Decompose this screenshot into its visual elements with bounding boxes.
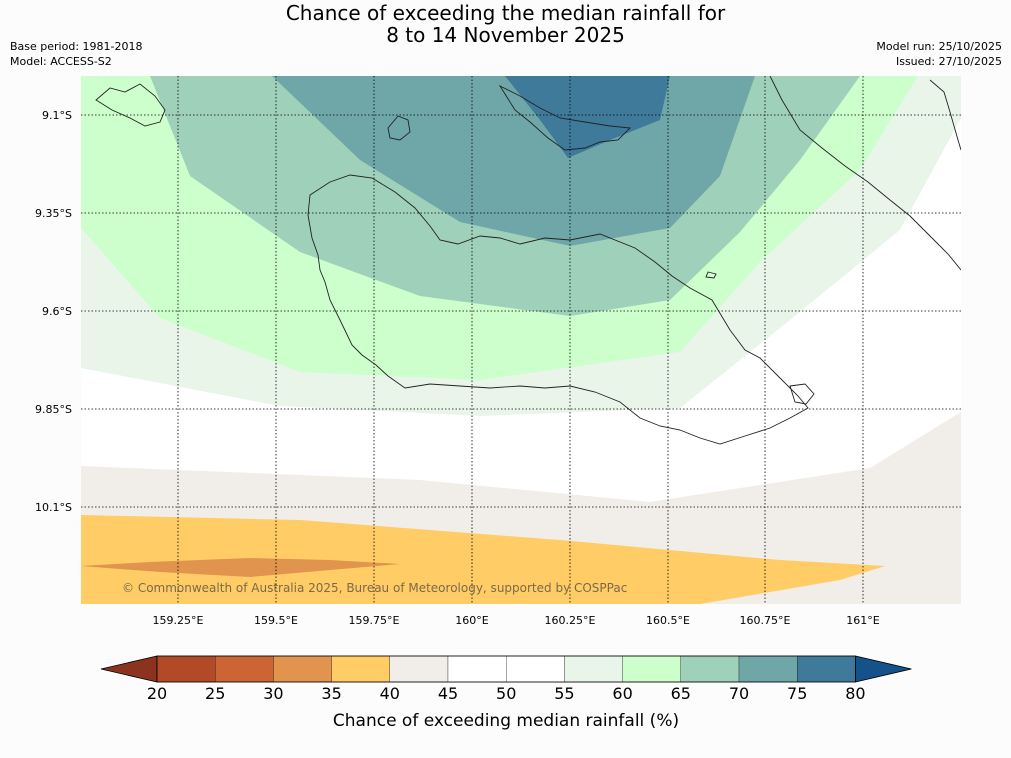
lat-label: 9.1°S bbox=[42, 109, 72, 122]
colorbar-tick-label: 55 bbox=[554, 684, 574, 703]
latitude-labels: 9.1°S 9.35°S 9.6°S 9.85°S 10.1°S bbox=[35, 109, 72, 514]
lon-label: 160.25°E bbox=[545, 614, 596, 627]
colorbar-segment bbox=[564, 655, 623, 683]
lat-label: 10.1°S bbox=[35, 501, 72, 514]
colorbar-segment bbox=[738, 655, 798, 683]
savo-island-icon bbox=[387, 115, 411, 141]
colorbar-tick-label: 80 bbox=[845, 684, 865, 703]
rainfall-probability-map: © Commonwealth of Australia 2025, Bureau… bbox=[81, 76, 961, 604]
colorbar-tick-label: 25 bbox=[205, 684, 225, 703]
lat-label: 9.35°S bbox=[35, 207, 72, 220]
base-period: Base period: 1981-2018 bbox=[10, 40, 143, 53]
lat-label: 9.85°S bbox=[35, 403, 72, 416]
guadalcanal-coast-icon bbox=[307, 174, 809, 445]
colorbar-segment bbox=[389, 655, 449, 683]
islet-icon bbox=[705, 271, 717, 279]
colorbar-tick-label: 60 bbox=[612, 684, 632, 703]
lon-label: 159.75°E bbox=[349, 614, 400, 627]
colorbar-segment bbox=[331, 655, 390, 683]
colorbar-tick-label: 40 bbox=[380, 684, 400, 703]
colorbar-tick-label: 45 bbox=[438, 684, 458, 703]
florida-islands-icon bbox=[498, 84, 631, 151]
band-30-35 bbox=[81, 558, 400, 577]
colorbar-segment bbox=[156, 655, 216, 683]
colorbar-segment bbox=[273, 655, 332, 683]
map-title-line2: 8 to 14 November 2025 bbox=[386, 23, 625, 47]
band-75-80 bbox=[505, 76, 670, 158]
colorbar-tick-label: 20 bbox=[147, 684, 167, 703]
colorbar-segment bbox=[215, 655, 274, 683]
colorbar-segment bbox=[506, 655, 565, 683]
model-run: Model run: 25/10/2025 bbox=[876, 40, 1002, 53]
colorbar-extend-high bbox=[855, 655, 912, 683]
colorbar-tick-label: 70 bbox=[729, 684, 749, 703]
colorbar-segment bbox=[680, 655, 740, 683]
malaita-coast-icon bbox=[769, 76, 961, 271]
colorbar-segment bbox=[447, 655, 507, 683]
lon-label: 160.5°E bbox=[646, 614, 690, 627]
colorbar-title: Chance of exceeding median rainfall (%) bbox=[333, 711, 679, 731]
lon-label: 159.5°E bbox=[254, 614, 298, 627]
malaita-north-icon bbox=[929, 79, 961, 151]
colorbar-tick-label: 30 bbox=[263, 684, 283, 703]
colorbar-tick-label: 65 bbox=[671, 684, 691, 703]
lon-label: 160.75°E bbox=[740, 614, 791, 627]
colorbar-tick-label: 50 bbox=[496, 684, 516, 703]
lon-label: 160°E bbox=[455, 614, 488, 627]
colorbar-tick-label: 75 bbox=[787, 684, 807, 703]
copyright-notice: © Commonwealth of Australia 2025, Bureau… bbox=[122, 581, 627, 595]
colorbar-tick-label: 35 bbox=[321, 684, 341, 703]
colorbar-segment bbox=[797, 655, 856, 683]
marau-island-icon bbox=[789, 383, 815, 405]
longitude-labels: 159.25°E 159.5°E 159.75°E 160°E 160.25°E… bbox=[153, 614, 880, 627]
lon-label: 159.25°E bbox=[153, 614, 204, 627]
graticule bbox=[81, 76, 961, 604]
band-35-40 bbox=[81, 515, 885, 604]
model-name: Model: ACCESS-S2 bbox=[10, 55, 112, 68]
colorbar-segment bbox=[622, 655, 681, 683]
colorbar-outline bbox=[156, 655, 856, 683]
coastline bbox=[95, 76, 961, 445]
colorbar-extend-low bbox=[100, 655, 158, 683]
lat-label: 9.6°S bbox=[42, 305, 72, 318]
lon-label: 161°E bbox=[846, 614, 879, 627]
issued-date: Issued: 27/10/2025 bbox=[895, 55, 1002, 68]
map-title-line1: Chance of exceeding the median rainfall … bbox=[285, 1, 726, 25]
colorbar: 20 25 30 35 40 45 50 55 60 65 70 75 80 bbox=[100, 655, 912, 703]
